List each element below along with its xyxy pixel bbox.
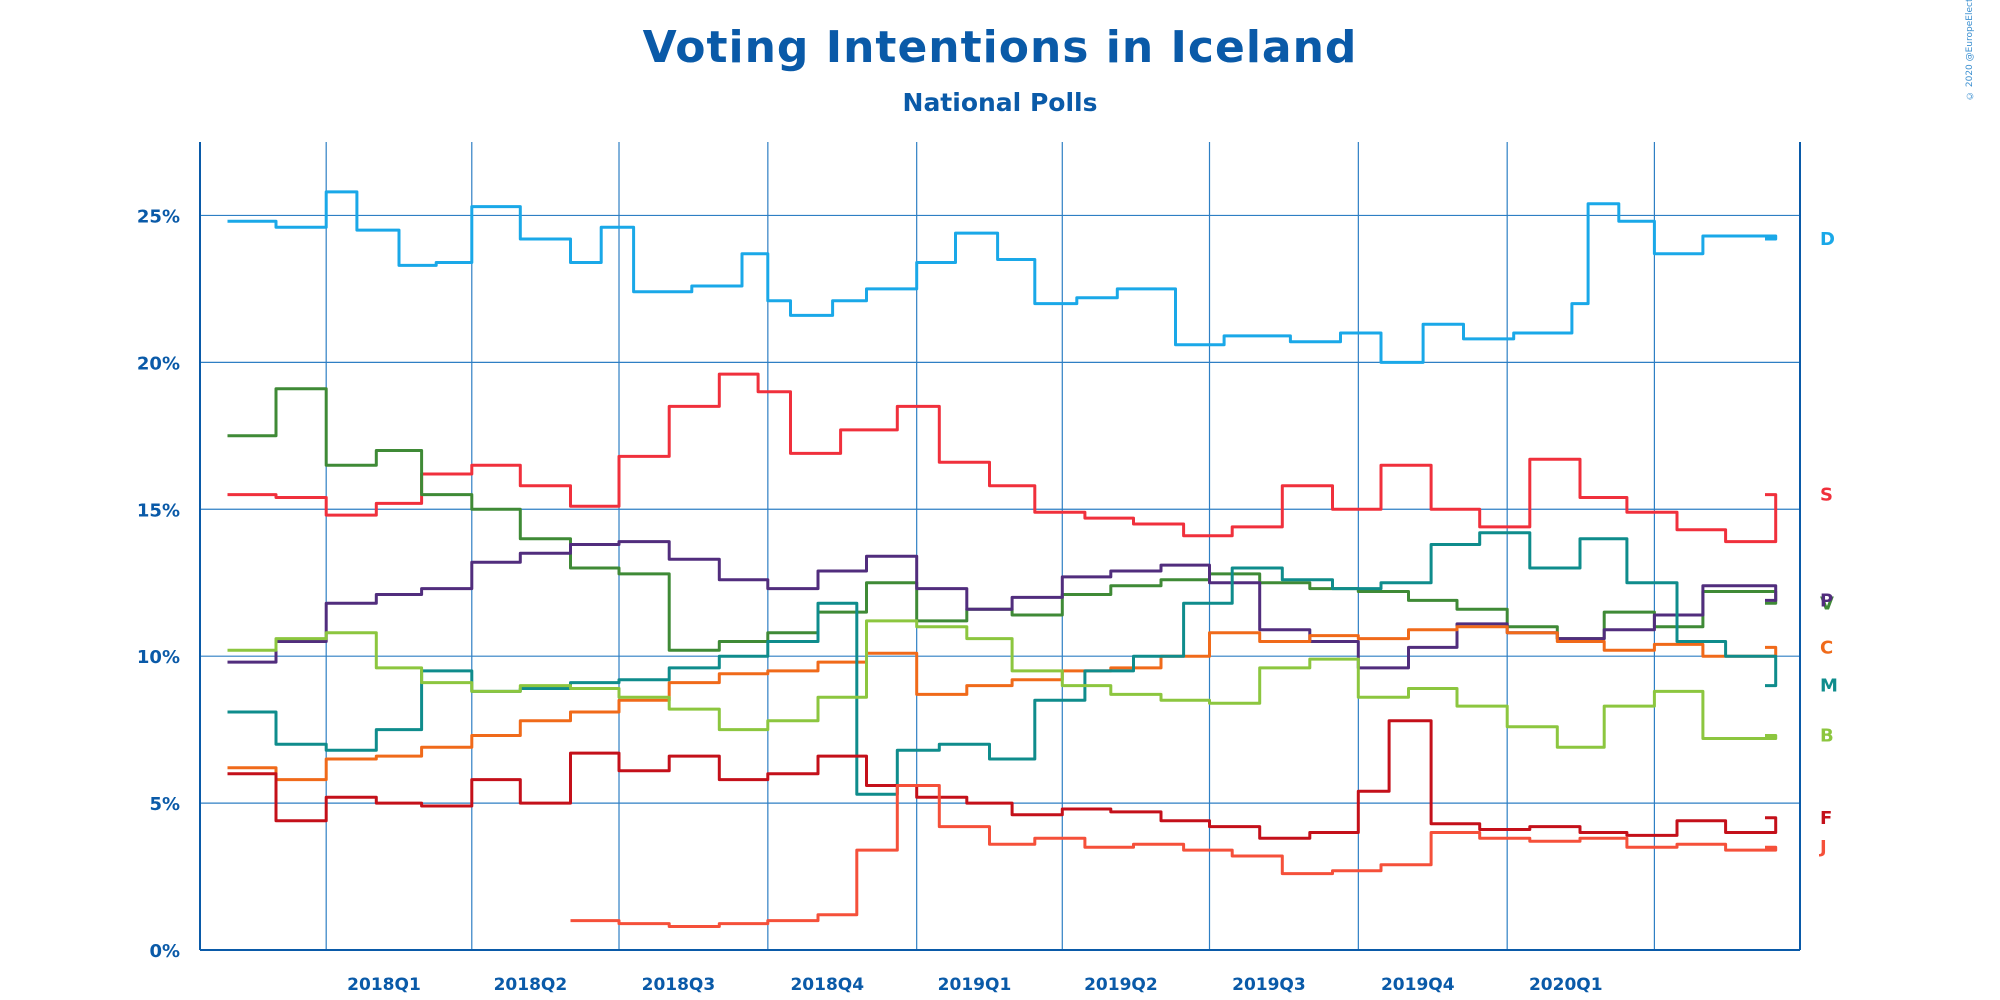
grid-lines — [200, 142, 1800, 950]
y-tick-label: 15% — [137, 500, 180, 521]
y-tick-label: 10% — [137, 647, 180, 668]
y-tick-label: 5% — [149, 794, 180, 815]
series-label-m: M — [1820, 676, 1838, 697]
series-label-b: B — [1820, 726, 1834, 747]
chart-subtitle: National Polls — [902, 88, 1098, 117]
series-label-f: F — [1820, 808, 1832, 829]
y-tick-labels: 0% 5% 10% 15% 20% 25% — [137, 206, 180, 962]
y-tick-label: 0% — [149, 941, 180, 962]
y-tick-label: 20% — [137, 353, 180, 374]
series-end-labels: D S VP CM B FJ — [1818, 229, 1838, 858]
series-label-p: P — [1820, 590, 1833, 611]
series-line-m — [227, 531, 1778, 796]
x-tick-label: 2020Q1 — [1529, 975, 1603, 995]
series-label-j: J — [1818, 837, 1827, 858]
series-lines — [227, 190, 1778, 928]
series-line-j — [570, 784, 1778, 928]
series-line-f — [227, 719, 1778, 840]
series-label-c: C — [1820, 637, 1833, 658]
axes — [199, 142, 1801, 951]
series-line-c — [227, 625, 1778, 782]
x-tick-labels: 2018Q1 2018Q2 2018Q3 2018Q4 2019Q1 2019Q2 2019… — [347, 975, 1602, 995]
x-tick-label: 2019Q3 — [1232, 975, 1306, 995]
x-tick-label: 2019Q2 — [1084, 975, 1158, 995]
x-tick-label: 2019Q4 — [1381, 975, 1455, 995]
series-line-b — [227, 619, 1778, 749]
x-tick-label: 2018Q4 — [790, 975, 864, 995]
series-line-d — [227, 190, 1778, 364]
x-tick-label: 2018Q3 — [642, 975, 716, 995]
x-tick-label: 2018Q2 — [494, 975, 568, 995]
x-tick-label: 2019Q1 — [938, 975, 1012, 995]
series-line-p — [227, 540, 1778, 670]
chart-title: Voting Intentions in Iceland — [642, 22, 1358, 73]
series-line-s — [227, 372, 1778, 544]
series-label-s: S — [1820, 485, 1833, 506]
x-tick-label: 2018Q1 — [347, 975, 421, 995]
y-tick-label: 25% — [137, 206, 180, 227]
series-label-d: D — [1820, 229, 1835, 250]
series-label-v: V — [1820, 593, 1834, 614]
series-line-v — [227, 387, 1778, 652]
